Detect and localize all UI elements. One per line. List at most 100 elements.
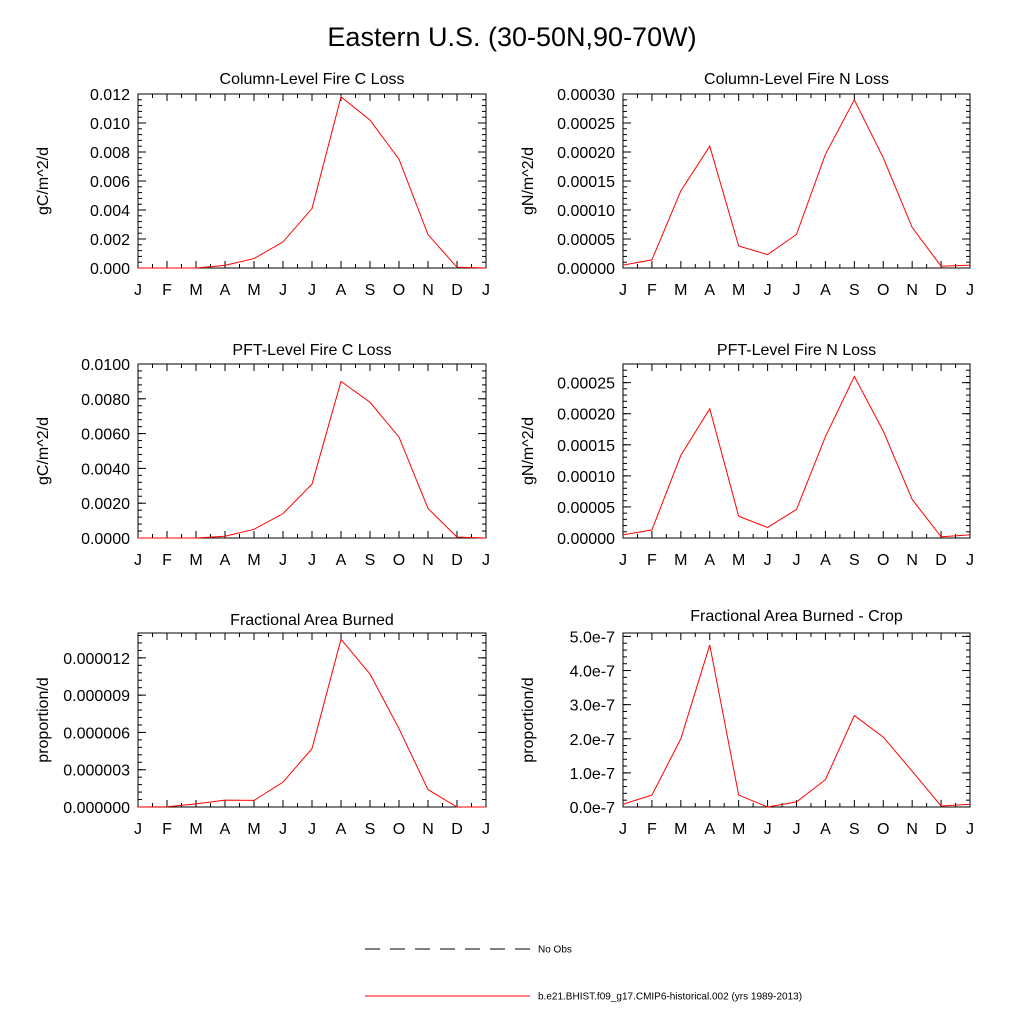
x-tick-label: M bbox=[732, 821, 745, 838]
x-tick-label: J bbox=[793, 282, 801, 299]
legend: No Obs b.e21.BHIST.f09_g17.CMIP6-historic… bbox=[365, 945, 802, 1003]
y-tick-label: 0.000012 bbox=[63, 651, 130, 668]
x-tick-label: J bbox=[764, 282, 772, 299]
y-tick-label: 0.006 bbox=[90, 174, 130, 191]
y-tick-label: 0.00000 bbox=[557, 261, 615, 278]
x-tick-label: J bbox=[966, 821, 974, 838]
x-tick-label: F bbox=[162, 821, 172, 838]
x-tick-label: J bbox=[308, 282, 316, 299]
y-tick-label: 0.00005 bbox=[557, 500, 615, 517]
x-tick-label: J bbox=[134, 552, 142, 569]
x-tick-label: O bbox=[393, 552, 405, 569]
x-tick-label: F bbox=[162, 552, 172, 569]
plot-frame bbox=[137, 632, 487, 808]
y-tick-label: 0.00015 bbox=[557, 174, 615, 191]
x-tick-label: D bbox=[935, 821, 947, 838]
y-tick-label: 0.00025 bbox=[557, 376, 615, 393]
x-tick-label: D bbox=[451, 821, 463, 838]
y-tick-label: 0.00010 bbox=[557, 203, 615, 220]
x-tick-label: M bbox=[247, 282, 260, 299]
y-tick-label: 0.000009 bbox=[63, 688, 130, 705]
chart-panel: J F M A M J J A S O N D J0.0000000.0000030.0000060.0… bbox=[35, 612, 490, 838]
y-tick-label: 0.0100 bbox=[81, 357, 130, 374]
x-tick-label: N bbox=[422, 821, 434, 838]
x-tick-label: M bbox=[674, 552, 687, 569]
x-tick-label: J bbox=[134, 282, 142, 299]
x-tick-label: N bbox=[906, 282, 918, 299]
x-tick-label: A bbox=[220, 552, 231, 569]
x-tick-label: J bbox=[308, 821, 316, 838]
chart-panel: J F M A M J J A S O N D J0.00000.00200.00400.00600.0… bbox=[35, 342, 490, 569]
y-tick-label: 0.000000 bbox=[63, 800, 130, 817]
y-tick-label: 0.012 bbox=[90, 87, 130, 104]
x-tick-label: A bbox=[220, 282, 231, 299]
y-axis-label: gN/m^2/d bbox=[520, 417, 537, 485]
series-line bbox=[138, 380, 487, 539]
x-tick-label: N bbox=[906, 552, 918, 569]
x-tick-label: J bbox=[619, 282, 627, 299]
y-tick-label: 0.00005 bbox=[557, 232, 615, 249]
x-tick-label: A bbox=[820, 282, 831, 299]
x-tick-label: J bbox=[619, 821, 627, 838]
x-tick-label: A bbox=[704, 821, 715, 838]
y-tick-label: 0.000 bbox=[90, 261, 130, 278]
x-tick-label: M bbox=[674, 821, 687, 838]
panel-title: Fractional Area Burned - Crop bbox=[690, 608, 903, 625]
y-tick-label: 0.00010 bbox=[557, 469, 615, 486]
y-tick-label: 0.000006 bbox=[63, 725, 130, 742]
x-tick-label: O bbox=[393, 282, 405, 299]
x-tick-label: J bbox=[482, 282, 490, 299]
x-tick-label: F bbox=[162, 282, 172, 299]
x-tick-label: M bbox=[189, 821, 202, 838]
x-tick-label: N bbox=[422, 552, 434, 569]
y-axis-label: gN/m^2/d bbox=[520, 147, 537, 215]
y-tick-label: 0.000003 bbox=[63, 763, 130, 780]
y-axis-label: proportion/d bbox=[520, 677, 537, 762]
x-tick-label: J bbox=[793, 552, 801, 569]
y-tick-label: 0.00030 bbox=[557, 87, 615, 104]
x-tick-label: S bbox=[365, 552, 376, 569]
x-tick-label: O bbox=[393, 821, 405, 838]
legend-label: No Obs bbox=[538, 945, 572, 956]
x-tick-label: A bbox=[704, 282, 715, 299]
x-tick-label: A bbox=[704, 552, 715, 569]
y-axis-label: gC/m^2/d bbox=[35, 417, 52, 485]
y-tick-label: 0.002 bbox=[90, 232, 130, 249]
y-tick-label: 0.00020 bbox=[557, 145, 615, 162]
y-tick-label: 0.004 bbox=[90, 203, 130, 220]
x-tick-label: N bbox=[906, 821, 918, 838]
y-tick-label: 0.00025 bbox=[557, 116, 615, 133]
x-tick-label: N bbox=[422, 282, 434, 299]
legend-label: b.e21.BHIST.f09_g17.CMIP6-historical.002… bbox=[538, 992, 802, 1003]
y-tick-label: 1.0e-7 bbox=[570, 766, 615, 783]
x-tick-label: J bbox=[482, 552, 490, 569]
x-tick-label: D bbox=[451, 282, 463, 299]
x-tick-label: J bbox=[764, 821, 772, 838]
x-tick-label: J bbox=[279, 552, 287, 569]
y-tick-label: 0.0080 bbox=[81, 392, 130, 409]
y-tick-label: 0.0020 bbox=[81, 496, 130, 513]
x-tick-label: S bbox=[849, 821, 860, 838]
x-tick-label: J bbox=[764, 552, 772, 569]
x-tick-label: A bbox=[820, 552, 831, 569]
y-tick-label: 0.0000 bbox=[81, 531, 130, 548]
x-tick-label: O bbox=[877, 282, 889, 299]
series-line bbox=[622, 375, 971, 538]
x-tick-label: F bbox=[647, 282, 657, 299]
x-tick-label: A bbox=[336, 282, 347, 299]
x-tick-label: S bbox=[849, 552, 860, 569]
x-tick-label: J bbox=[966, 282, 974, 299]
x-tick-label: J bbox=[966, 552, 974, 569]
x-tick-label: F bbox=[647, 552, 657, 569]
x-tick-label: D bbox=[935, 552, 947, 569]
panel-title: PFT-Level Fire C Loss bbox=[232, 342, 391, 359]
y-tick-label: 4.0e-7 bbox=[570, 664, 615, 681]
y-tick-label: 0.010 bbox=[90, 116, 130, 133]
x-tick-label: A bbox=[220, 821, 231, 838]
panel-title: Column-Level Fire N Loss bbox=[704, 71, 889, 88]
x-tick-label: J bbox=[793, 821, 801, 838]
x-tick-label: M bbox=[732, 282, 745, 299]
y-tick-label: 0.0060 bbox=[81, 427, 130, 444]
x-tick-label: A bbox=[336, 552, 347, 569]
